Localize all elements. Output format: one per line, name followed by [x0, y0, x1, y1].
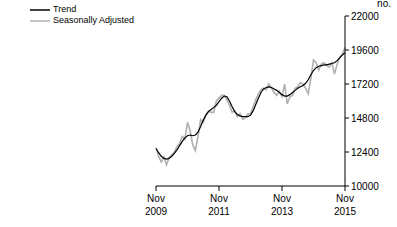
- svg-text:no.: no.: [377, 0, 389, 9]
- svg-text:Nov2011: Nov2011: [208, 193, 230, 217]
- svg-text:10000: 10000: [351, 181, 379, 192]
- svg-text:Nov2015: Nov2015: [334, 193, 357, 217]
- svg-text:19600: 19600: [351, 45, 379, 56]
- svg-text:Nov2013: Nov2013: [271, 193, 294, 217]
- svg-text:17200: 17200: [351, 79, 379, 90]
- svg-text:12400: 12400: [351, 147, 379, 158]
- svg-text:22000: 22000: [351, 11, 379, 22]
- html-text:Seasonally Adjusted: Seasonally Adjusted: [53, 15, 135, 25]
- svg-text:14800: 14800: [351, 113, 379, 124]
- svg-text:Nov2009: Nov2009: [145, 193, 168, 217]
- html-text:Trend: Trend: [53, 4, 77, 14]
